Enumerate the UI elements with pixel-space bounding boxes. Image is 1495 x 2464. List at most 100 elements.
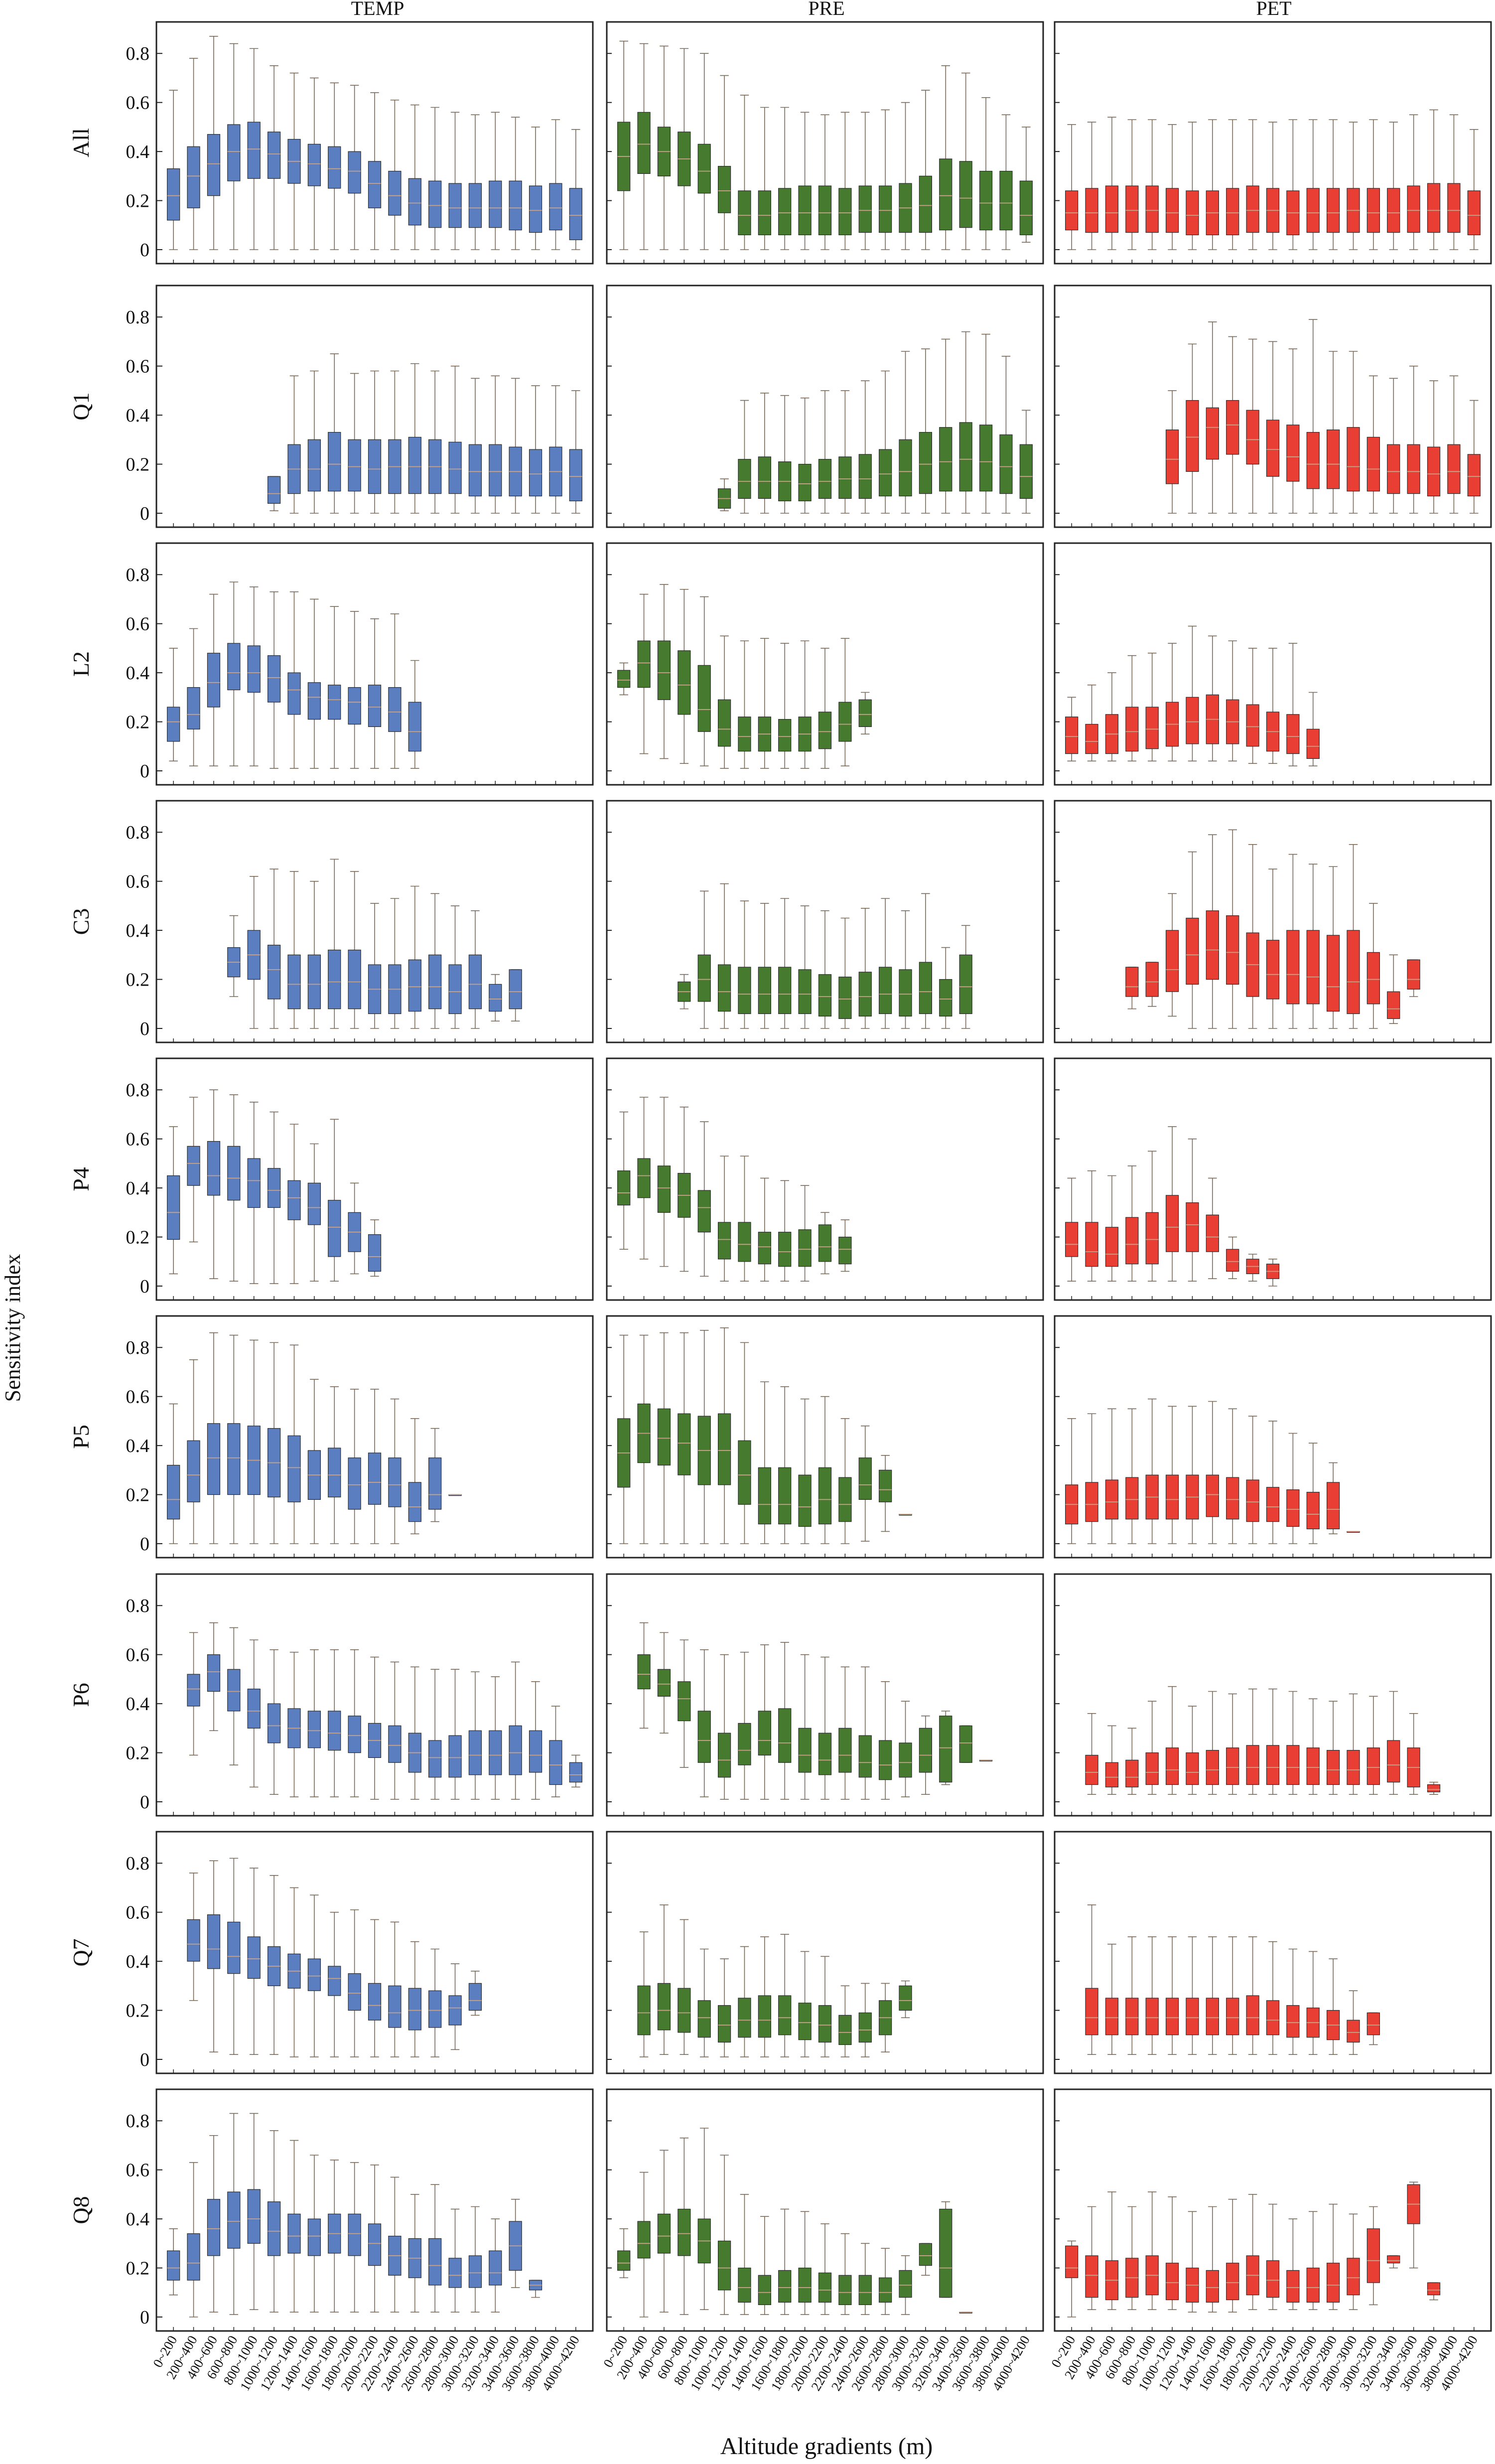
box-iqr (307, 954, 321, 1010)
box-iqr (738, 1723, 751, 1765)
box-iqr (1366, 2228, 1380, 2283)
box-iqr (569, 188, 582, 240)
box-1400~1600 (307, 77, 321, 250)
y-tick-label: 0.2 (126, 712, 150, 733)
box-800~1000 (1145, 962, 1159, 1007)
box-1000~1200 (717, 883, 731, 1029)
y-tick-label: 0.6 (126, 93, 150, 114)
box-2400~2600 (408, 104, 421, 250)
box-2800~3000 (1347, 122, 1360, 250)
box-1800~2000 (798, 2211, 812, 2315)
box-3400~3600 (1407, 365, 1420, 514)
box-iqr (1286, 2005, 1300, 2038)
box-iqr (187, 1674, 200, 1707)
box-iqr (167, 707, 180, 742)
box-iqr (1226, 1477, 1239, 1520)
box-iqr (798, 1474, 812, 1527)
box-1400~1600 (758, 107, 771, 250)
box-400~600 (207, 1860, 221, 2053)
box-1000~1200 (1165, 893, 1179, 1017)
box-3800~4000 (549, 119, 562, 250)
box-iqr (468, 954, 482, 1010)
box-2800~3000 (448, 112, 462, 250)
box-iqr (1467, 454, 1481, 497)
box-iqr (798, 1728, 812, 1773)
box-iqr (758, 190, 771, 236)
box-iqr (569, 449, 582, 501)
box-iqr (858, 1457, 872, 1500)
box-iqr (287, 954, 301, 1010)
box-2200~2400 (1286, 2218, 1300, 2311)
y-tick-label: 0 (140, 1018, 149, 1039)
box-2600~2800 (428, 370, 442, 514)
box-2000~2200 (1266, 869, 1280, 1029)
y-tick-label: 0 (140, 1792, 149, 1813)
box-2000~2200 (1266, 1941, 1280, 2055)
box-800~1000 (1145, 1151, 1159, 1282)
box-iqr (247, 645, 261, 693)
box-iqr (1206, 1998, 1219, 2035)
box-3000~3200 (919, 1715, 933, 1795)
box-1600~1800 (1226, 640, 1239, 762)
box-iqr (1085, 2255, 1098, 2298)
box-1600~1800 (328, 2160, 341, 2313)
box-2400~2600 (408, 1418, 421, 1535)
box-800~1000 (247, 48, 261, 250)
box-iqr (267, 476, 281, 504)
box-3000~3200 (1366, 375, 1380, 514)
box-2600~2800 (1327, 1958, 1340, 2055)
box-2600~2800 (428, 2184, 442, 2313)
box-iqr (1427, 183, 1441, 233)
box-200~400 (187, 1359, 200, 1544)
box-3400~3600 (959, 72, 972, 250)
box-600~800 (1125, 1728, 1139, 1795)
box-iqr (1266, 2000, 1280, 2035)
box-2000~2200 (368, 903, 382, 1029)
box-iqr (838, 1728, 852, 1773)
y-tick-label: 0 (140, 761, 149, 782)
box-1200~1400 (1186, 343, 1199, 514)
box-iqr (838, 2015, 852, 2045)
box-iqr (1125, 1477, 1139, 1520)
box-iqr (1246, 1745, 1259, 1785)
box-iqr (1186, 400, 1199, 472)
box-iqr (1306, 432, 1320, 489)
box-iqr (1447, 183, 1461, 233)
box-iqr (657, 1408, 671, 1466)
box-iqr (1366, 436, 1380, 492)
box-600~800 (1125, 119, 1139, 250)
box-iqr (1427, 1784, 1441, 1792)
box-2800~3000 (899, 910, 912, 1029)
box-1200~1400 (1186, 122, 1199, 250)
box-400~600 (1105, 1408, 1119, 1544)
y-tick-label: 0.6 (126, 1387, 150, 1408)
box-1800~2000 (348, 1649, 361, 1797)
box-3400~3600 (959, 1725, 972, 1763)
box-iqr (617, 670, 631, 688)
box-1600~1800 (1226, 1693, 1239, 1795)
box-iqr (1085, 1222, 1098, 1267)
box-3000~3200 (1366, 903, 1380, 1029)
box-400~600 (1105, 2191, 1119, 2311)
box-2200~2400 (388, 1921, 402, 2057)
box-iqr (1145, 185, 1159, 233)
box-1000~1200 (717, 75, 731, 250)
box-iqr (489, 984, 502, 1012)
box-1600~1800 (328, 859, 341, 1029)
box-iqr (1347, 427, 1360, 492)
box-iqr (1266, 2260, 1280, 2298)
box-1200~1400 (738, 1156, 751, 1282)
box-iqr (1467, 190, 1481, 236)
box-iqr (1347, 930, 1360, 1015)
box-3000~3200 (468, 910, 482, 1029)
box-iqr (818, 1467, 832, 1525)
box-iqr (328, 1966, 341, 1996)
box-1800~2000 (798, 905, 812, 1029)
y-tick-label: 0.4 (126, 663, 150, 684)
box-1400~1600 (758, 393, 771, 514)
y-tick-label: 0.6 (126, 1129, 150, 1150)
row-label-q8: Q8 (68, 2196, 94, 2224)
box-iqr (267, 945, 281, 1000)
box-iqr (1186, 1202, 1199, 1252)
box-iqr (1105, 1227, 1119, 1267)
